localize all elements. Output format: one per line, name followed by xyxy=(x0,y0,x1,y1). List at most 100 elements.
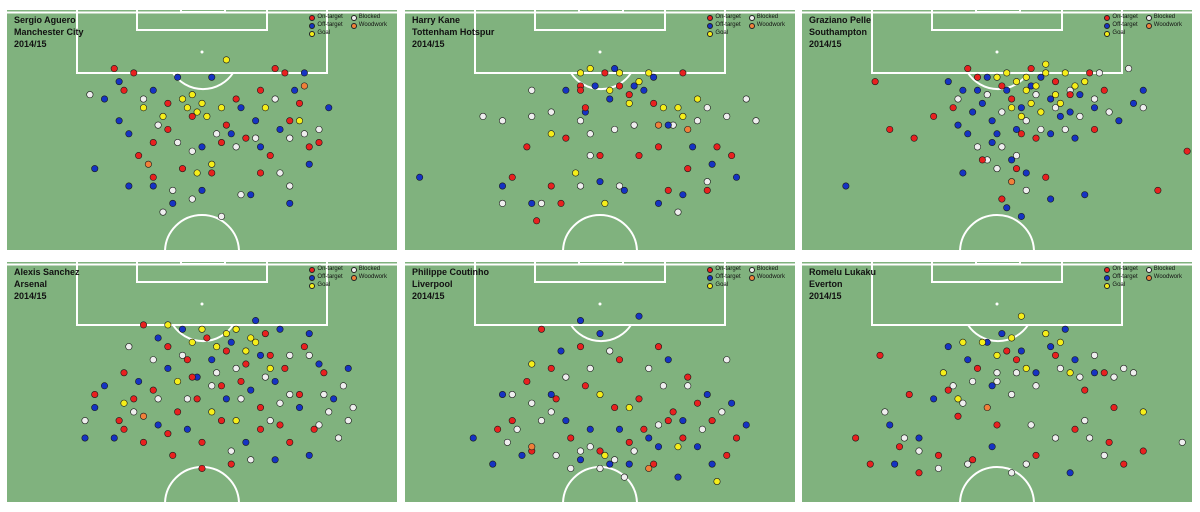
shot-marker-goal xyxy=(1081,78,1089,86)
legend-swatch xyxy=(707,266,714,273)
shot-marker-goal xyxy=(188,338,196,346)
shot-marker-on-target xyxy=(978,156,986,164)
shot-marker-on-target xyxy=(1052,78,1060,86)
shot-marker-blocked xyxy=(320,391,328,399)
shot-marker-on-target xyxy=(183,356,191,364)
panel-title: Romelu Lukaku Everton 2014/15 xyxy=(809,266,876,302)
shot-marker-off-target xyxy=(1017,104,1025,112)
legend: On-target Blocked Off-target Woodwork Goal xyxy=(309,14,387,37)
shot-marker-off-target xyxy=(208,356,216,364)
shot-marker-blocked xyxy=(993,377,1001,385)
shot-marker-goal xyxy=(1066,369,1074,377)
shot-marker-goal xyxy=(242,347,250,355)
shot-marker-on-target xyxy=(310,425,318,433)
penalty-area xyxy=(871,10,1123,74)
shot-marker-blocked xyxy=(674,208,682,216)
legend-item-blocked: Blocked xyxy=(748,266,785,273)
shot-marker-on-target xyxy=(120,86,128,94)
shot-marker-off-target xyxy=(528,199,536,207)
shot-marker-off-target xyxy=(300,69,308,77)
shot-marker-off-target xyxy=(115,117,123,125)
shot-marker-off-target xyxy=(499,391,507,399)
shot-marker-goal xyxy=(266,364,274,372)
penalty-arc xyxy=(967,72,1029,91)
shot-marker-blocked xyxy=(1139,104,1147,112)
shot-marker-on-target xyxy=(281,364,289,372)
shot-marker-on-target xyxy=(852,434,860,442)
legend-swatch xyxy=(350,274,357,281)
shot-marker-blocked xyxy=(752,117,760,125)
legend-item-off-target: Off-target xyxy=(1104,274,1138,281)
shot-marker-goal xyxy=(188,91,196,99)
shot-marker-on-target xyxy=(257,425,265,433)
shot-marker-blocked xyxy=(698,425,706,433)
legend-swatch xyxy=(1145,14,1152,21)
shot-marker-blocked xyxy=(528,399,536,407)
shot-marker-blocked xyxy=(86,91,94,99)
legend-item-woodwork: Woodwork xyxy=(1145,22,1182,29)
team-name: Tottenham Hotspur xyxy=(412,27,495,37)
shot-marker-off-target xyxy=(276,325,284,333)
six-yard-box xyxy=(931,10,1063,31)
shot-marker-on-target xyxy=(227,460,235,468)
shot-marker-on-target xyxy=(1183,147,1191,155)
shot-marker-off-target xyxy=(1047,195,1055,203)
shot-marker-on-target xyxy=(1071,425,1079,433)
shot-marker-on-target xyxy=(998,82,1006,90)
shot-marker-on-target xyxy=(669,408,677,416)
shot-marker-on-target xyxy=(508,173,516,181)
shot-marker-off-target xyxy=(703,391,711,399)
pitch-background xyxy=(405,10,795,250)
shot-marker-on-target xyxy=(120,369,128,377)
shot-marker-off-target xyxy=(969,108,977,116)
shot-marker-on-target xyxy=(508,417,516,425)
shot-marker-goal xyxy=(198,325,206,333)
shot-marker-on-target xyxy=(944,386,952,394)
shot-marker-on-target xyxy=(1105,438,1113,446)
shot-marker-blocked xyxy=(1032,382,1040,390)
shot-marker-off-target xyxy=(1061,325,1069,333)
shot-marker-on-target xyxy=(295,391,303,399)
shot-marker-blocked xyxy=(334,434,342,442)
shot-marker-blocked xyxy=(300,130,308,138)
legend-label: Woodwork xyxy=(358,274,387,280)
shot-marker-blocked xyxy=(645,364,653,372)
legend: On-target Blocked Off-target Woodwork Goal xyxy=(1104,14,1182,37)
shot-marker-goal xyxy=(1042,330,1050,338)
shot-marker-off-target xyxy=(169,199,177,207)
shot-marker-off-target xyxy=(655,443,663,451)
legend-label: On-target xyxy=(715,14,741,20)
shot-marker-on-target xyxy=(567,434,575,442)
legend-swatch xyxy=(309,266,316,273)
shot-marker-off-target xyxy=(252,317,260,325)
shot-marker-goal xyxy=(213,343,221,351)
legend-label: Woodwork xyxy=(358,22,387,28)
shot-marker-blocked xyxy=(479,112,487,120)
legend-label: Off-target xyxy=(317,22,343,28)
shot-marker-blocked xyxy=(552,451,560,459)
shot-marker-on-target xyxy=(1066,91,1074,99)
shot-marker-blocked xyxy=(1090,95,1098,103)
legend-swatch xyxy=(350,14,357,21)
shot-marker-blocked xyxy=(1013,152,1021,160)
shot-marker-on-target xyxy=(281,69,289,77)
shot-marker-off-target xyxy=(606,460,614,468)
legend-label: Blocked xyxy=(358,14,381,20)
pitch-svg xyxy=(405,262,795,502)
shot-marker-on-target xyxy=(1008,95,1016,103)
shot-marker-on-target xyxy=(203,334,211,342)
shot-marker-blocked xyxy=(659,382,667,390)
shot-marker-on-target xyxy=(679,434,687,442)
shot-marker-on-target xyxy=(237,377,245,385)
shot-marker-goal xyxy=(679,112,687,120)
shot-marker-on-target xyxy=(1139,447,1147,455)
shot-marker-on-target xyxy=(242,134,250,142)
shot-marker-off-target xyxy=(596,330,604,338)
shot-marker-on-target xyxy=(581,104,589,112)
shot-marker-off-target xyxy=(988,382,996,390)
penalty-spot xyxy=(598,302,602,306)
player-name: Alexis Sanchez xyxy=(14,267,80,277)
legend-swatch xyxy=(707,274,714,281)
legend-item-woodwork: Woodwork xyxy=(748,22,785,29)
pitch-svg xyxy=(802,10,1192,250)
